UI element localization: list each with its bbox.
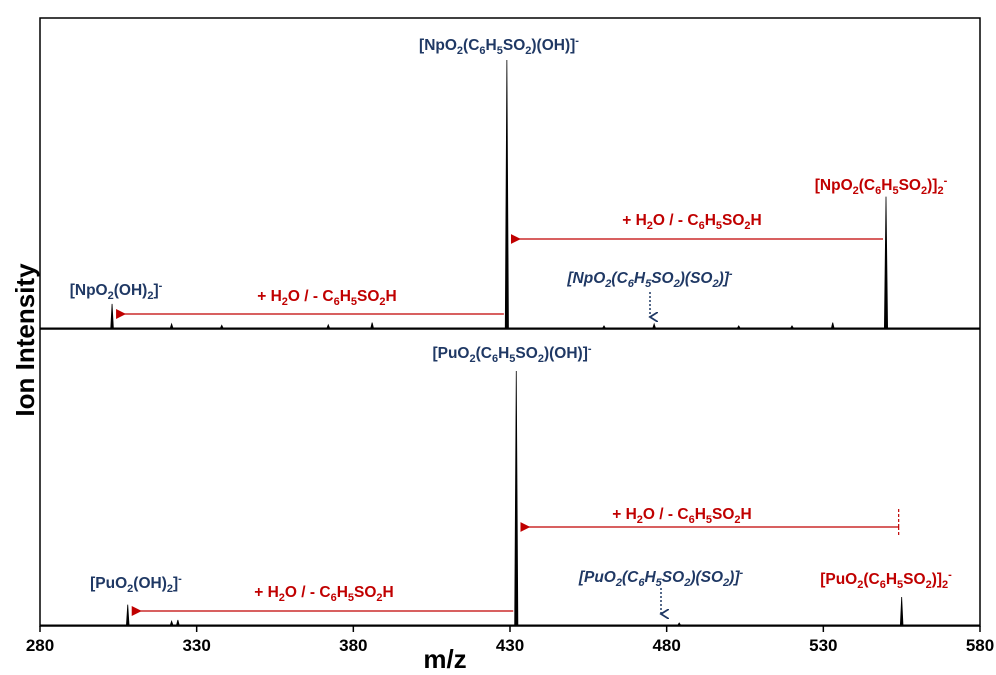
peak-annotation-pu-hydroxide: [PuO2(OH)2]- (90, 573, 182, 595)
x-tick-label: 480 (652, 636, 680, 655)
plot-frame (39, 17, 981, 627)
peak-annotation-np-monomer: [NpO2(C6H5SO2)(OH)]- (419, 35, 579, 57)
spectrum-peak (830, 322, 835, 329)
peak-annotation-pu-monomer: [PuO2(C6H5SO2)(OH)]- (432, 343, 591, 365)
x-tick-label: 280 (26, 636, 54, 655)
spectrum-peak (110, 303, 114, 329)
spectrum-peak (126, 604, 130, 626)
spectrum-peak (370, 322, 374, 329)
panel-pu: [PuO2(C6H5SO2)(OH)]- [PuO2(C6H5SO2)]2- [Pu… (40, 343, 980, 626)
x-tick-label: 430 (496, 636, 524, 655)
spectrum-peak (219, 324, 224, 329)
spectrum-peak (601, 325, 607, 329)
peak-annotation-np-arrow-label-1: + H2O / - C6H5SO2H (622, 212, 762, 232)
x-tick-label: 580 (966, 636, 994, 655)
spectrum-peak (514, 370, 519, 626)
spectrum-peak (169, 619, 174, 626)
spectrum-peak (677, 622, 682, 626)
peak-annotation-np-hydroxide: [NpO2(OH)2]- (70, 280, 163, 302)
spectrum-peak (169, 322, 174, 329)
peak-annotation-np-dimer: [NpO2(C6H5SO2)]2- (815, 175, 948, 197)
x-tick-label: 330 (182, 636, 210, 655)
spectrum-peak (176, 619, 180, 626)
x-axis-title: m/z (423, 644, 466, 674)
spectrum-peak (789, 325, 795, 329)
spectrum-peak (883, 196, 889, 329)
spectrum-peak (899, 597, 904, 626)
peak-annotation-pu-arrow-label-2: + H2O / - C6H5SO2H (254, 584, 394, 604)
spectrum-peak (326, 323, 331, 329)
x-tick-label: 530 (809, 636, 837, 655)
spectrum-peak (736, 325, 741, 329)
x-tick-label: 380 (339, 636, 367, 655)
peak-annotation-np-so2: [NpO2(C6H5SO2)(SO2)]- (566, 268, 733, 290)
peak-annotation-pu-arrow-label-1: + H2O / - C6H5SO2H (612, 506, 752, 526)
spectrum-peak (504, 59, 509, 329)
y-axis-title: Ion Intensity (10, 263, 40, 417)
spectrum-peak (652, 322, 656, 329)
peak-annotation-pu-dimer: [PuO2(C6H5SO2)]2- (820, 569, 952, 591)
peak-annotation-pu-so2: [PuO2(C6H5SO2)(SO2)]- (578, 567, 744, 589)
panel-np: [NpO2(C6H5SO2)(OH)]- [NpO2(C6H5SO2)]2- [Np… (40, 35, 980, 329)
peak-annotation-np-arrow-label-2: + H2O / - C6H5SO2H (257, 288, 397, 308)
